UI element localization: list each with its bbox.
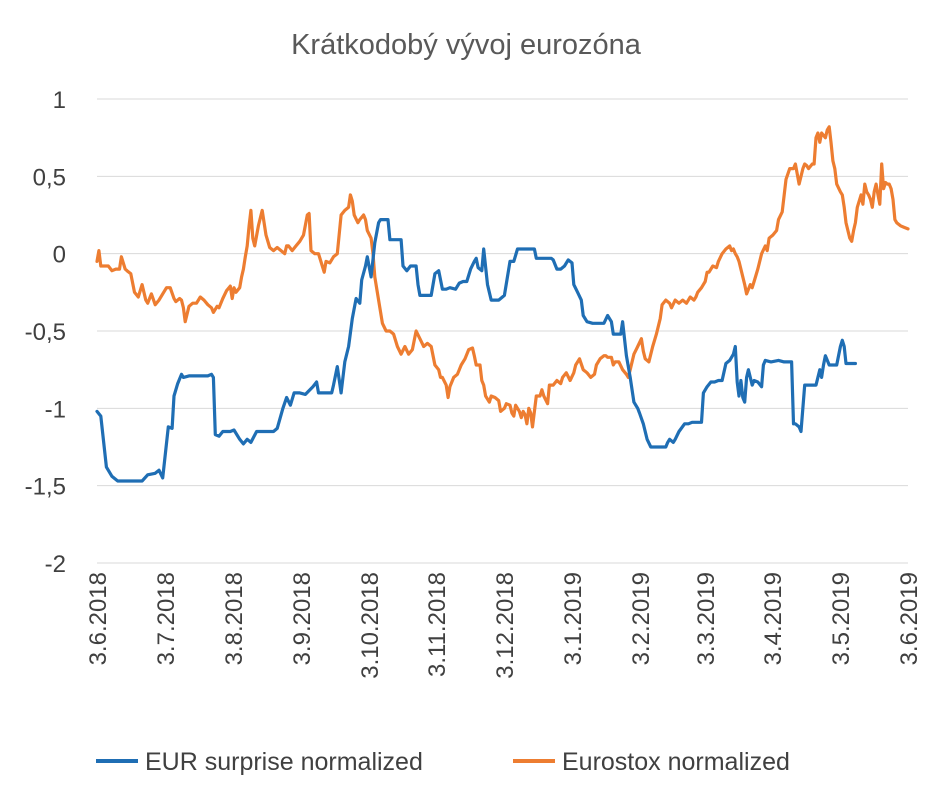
x-tick-label: 3.10.2018: [357, 572, 384, 679]
x-tick-label: 3.5.2019: [828, 572, 855, 665]
y-tick-label: -1,5: [25, 474, 66, 501]
y-tick-label: 0: [53, 242, 66, 269]
x-tick-label: 3.7.2018: [153, 572, 180, 665]
x-tick-label: 3.2.2019: [628, 572, 655, 665]
series-line-eurostox: [95, 125, 910, 429]
x-tick-label: 3.4.2019: [760, 572, 787, 665]
x-tick-label: 3.8.2018: [221, 572, 248, 665]
x-tick-label: 3.6.2019: [896, 572, 923, 665]
y-tick-label: -1: [45, 396, 66, 423]
legend: EUR surprise normalized Eurostox normali…: [96, 748, 790, 776]
x-tick-label: 3.6.2018: [85, 572, 112, 665]
y-tick-label: -0,5: [25, 319, 66, 346]
x-tick-label: 3.1.2019: [560, 572, 587, 665]
gridlines: [97, 98, 908, 564]
x-tick-label: 3.3.2019: [693, 572, 720, 665]
legend-label-eur-surprise: EUR surprise normalized: [145, 748, 423, 776]
chart-title: Krátkodobý vývoj eurozóna: [291, 29, 642, 61]
series-lines: [95, 125, 910, 483]
x-tick-label: 3.12.2018: [492, 572, 519, 679]
x-tick-label: 3.11.2018: [424, 572, 451, 677]
y-axis-tick-labels: 1 0,5 0 -0,5 -1 -1,5 -2: [25, 87, 66, 578]
x-tick-label: 3.9.2018: [289, 572, 316, 665]
legend-label-eurostox: Eurostox normalized: [562, 748, 790, 776]
series-line-eur-surprise: [95, 218, 858, 483]
y-tick-label: -2: [45, 551, 66, 578]
x-axis-tick-labels: 3.6.2018 3.7.2018 3.8.2018 3.9.2018 3.10.201…: [85, 572, 923, 679]
y-tick-label: 0,5: [33, 164, 66, 191]
y-tick-label: 1: [53, 87, 66, 114]
